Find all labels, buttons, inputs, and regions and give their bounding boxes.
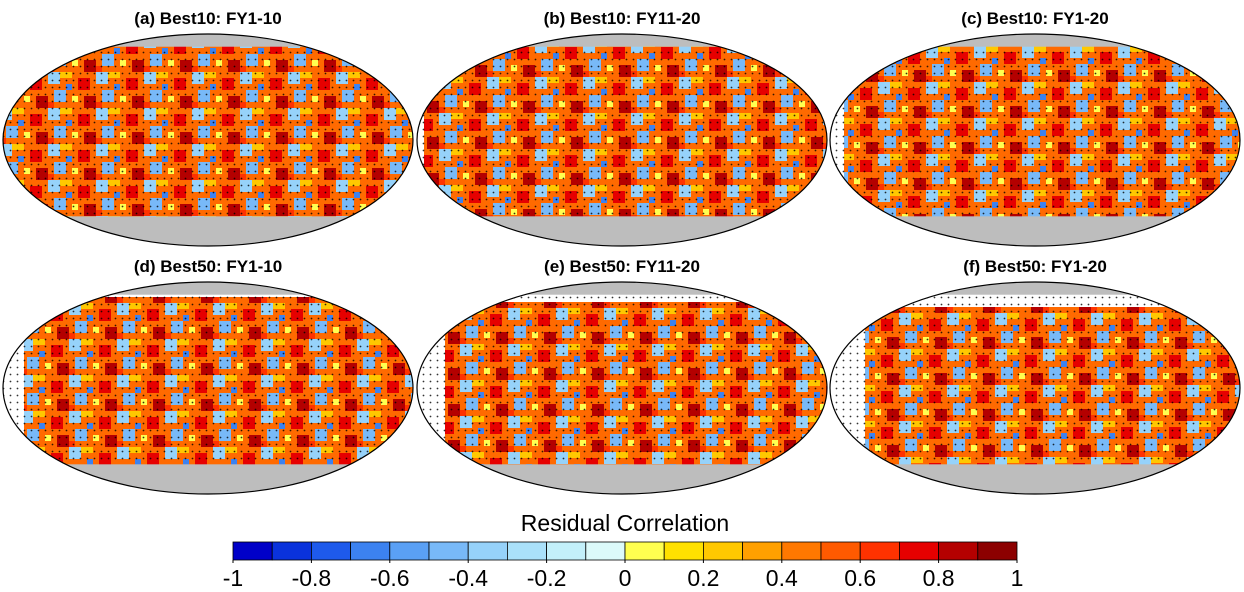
colorbar-box bbox=[663, 541, 704, 561]
colorbar-tick-label: 0.8 bbox=[923, 565, 955, 591]
panel-title: (c) Best10: FY1-20 bbox=[961, 9, 1108, 28]
dots bbox=[417, 34, 827, 246]
panel-title: (f) Best50: FY1-20 bbox=[963, 257, 1107, 276]
colorbar-box bbox=[546, 541, 587, 561]
map-outline bbox=[2, 33, 414, 247]
colorbar-box bbox=[506, 541, 547, 561]
colorbar-tick-label: 0.4 bbox=[766, 565, 798, 591]
colorbar-box bbox=[624, 541, 665, 561]
colorbar-box bbox=[742, 541, 783, 561]
colorbar-tick-label: 0.6 bbox=[844, 565, 876, 591]
map-panel bbox=[417, 34, 827, 246]
dots bbox=[3, 282, 413, 494]
panel-title: (d) Best50: FY1-10 bbox=[134, 257, 282, 276]
arctic bbox=[417, 282, 827, 295]
colorbar-box bbox=[232, 541, 273, 561]
panel-title: (a) Best10: FY1-10 bbox=[134, 9, 281, 28]
map-outline bbox=[829, 281, 1241, 495]
map-panel bbox=[3, 282, 413, 494]
colorbar-box bbox=[703, 541, 744, 561]
colorbar-tick-label: 0 bbox=[619, 565, 632, 591]
colorbar-box bbox=[938, 541, 979, 561]
colorbar-box bbox=[820, 541, 861, 561]
colorbar-box bbox=[310, 541, 351, 561]
colorbar-tick-label: -0.4 bbox=[448, 565, 488, 591]
colorbar-tick-label: 0.2 bbox=[687, 565, 719, 591]
dots bbox=[830, 34, 1240, 246]
colorbar-box bbox=[899, 541, 940, 561]
colorbar-tick-label: -0.2 bbox=[527, 565, 567, 591]
map-outline bbox=[416, 33, 828, 247]
dots bbox=[3, 34, 413, 246]
map-outline bbox=[829, 33, 1241, 247]
colorbar-box bbox=[389, 541, 430, 561]
colorbar-title: Residual Correlation bbox=[521, 510, 729, 536]
colorbar-tick-label: -1 bbox=[223, 565, 243, 591]
map-panel bbox=[830, 282, 1240, 494]
colorbar-box bbox=[467, 541, 508, 561]
map-panel bbox=[3, 34, 413, 246]
colorbar-box bbox=[781, 541, 822, 561]
panel-title: (b) Best10: FY11-20 bbox=[544, 9, 701, 28]
colorbar-tick-label: 1 bbox=[1011, 565, 1024, 591]
map-panel bbox=[830, 34, 1240, 246]
colorbar-box bbox=[271, 541, 312, 561]
colorbar-tick-label: -0.6 bbox=[370, 565, 410, 591]
arctic bbox=[830, 34, 1240, 47]
colorbar-tick-label: -0.8 bbox=[292, 565, 332, 591]
colorbar-box bbox=[977, 541, 1018, 561]
arctic bbox=[417, 34, 827, 47]
colorbar-box bbox=[859, 541, 900, 561]
map-outline bbox=[2, 281, 414, 495]
colorbar-box bbox=[585, 541, 626, 561]
arctic bbox=[3, 34, 413, 47]
panel-title: (e) Best50: FY11-20 bbox=[544, 257, 700, 276]
arctic bbox=[830, 282, 1240, 295]
map-outline bbox=[416, 281, 828, 495]
colorbar-box bbox=[428, 541, 469, 561]
colorbar-box bbox=[350, 541, 391, 561]
dots bbox=[830, 282, 1240, 494]
arctic bbox=[3, 282, 413, 295]
dots bbox=[417, 282, 827, 494]
